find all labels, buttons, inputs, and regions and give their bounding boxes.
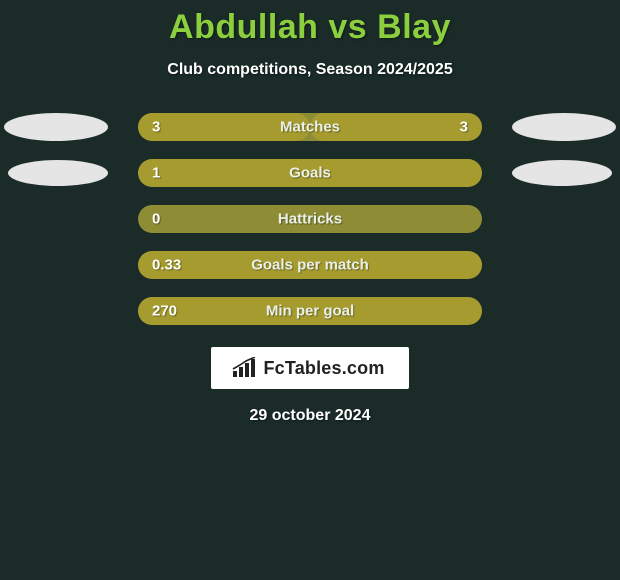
stat-value-right: 3 bbox=[460, 119, 468, 136]
stat-value-left: 0 bbox=[152, 211, 160, 228]
stat-bar: 0.33 Goals per match bbox=[138, 251, 482, 279]
stat-bar: 1 Goals bbox=[138, 159, 482, 187]
player-left-marker bbox=[4, 113, 108, 141]
stat-value-left: 3 bbox=[152, 119, 160, 136]
date-label: 29 october 2024 bbox=[250, 407, 371, 425]
stat-row: 0 Hattricks bbox=[0, 205, 620, 233]
stat-bar: 3 3 Matches bbox=[138, 113, 482, 141]
stat-value-left: 1 bbox=[152, 165, 160, 182]
player-right-marker bbox=[512, 113, 616, 141]
stat-label: Goals bbox=[289, 165, 331, 182]
player-right-marker bbox=[512, 160, 612, 186]
stat-bar: 270 Min per goal bbox=[138, 297, 482, 325]
bar-chart-icon bbox=[231, 357, 257, 379]
brand-text: FcTables.com bbox=[263, 358, 384, 379]
subtitle: Club competitions, Season 2024/2025 bbox=[167, 61, 452, 79]
stat-label: Hattricks bbox=[278, 211, 342, 228]
stat-row: 3 3 Matches bbox=[0, 113, 620, 141]
brand-badge: FcTables.com bbox=[211, 347, 408, 389]
stat-value-left: 270 bbox=[152, 303, 177, 320]
stat-value-left: 0.33 bbox=[152, 257, 181, 274]
page-title: Abdullah vs Blay bbox=[169, 8, 451, 47]
stat-bar: 0 Hattricks bbox=[138, 205, 482, 233]
stat-label: Matches bbox=[280, 119, 340, 136]
stat-label: Min per goal bbox=[266, 303, 354, 320]
stat-label: Goals per match bbox=[251, 257, 369, 274]
comparison-infographic: Abdullah vs Blay Club competitions, Seas… bbox=[0, 0, 620, 580]
stat-row: 1 Goals bbox=[0, 159, 620, 187]
stat-row: 0.33 Goals per match bbox=[0, 251, 620, 279]
player-left-marker bbox=[8, 160, 108, 186]
stat-rows: 3 3 Matches 1 Goals 0 Hattricks 0.33 Goals per m… bbox=[0, 113, 620, 325]
stat-row: 270 Min per goal bbox=[0, 297, 620, 325]
